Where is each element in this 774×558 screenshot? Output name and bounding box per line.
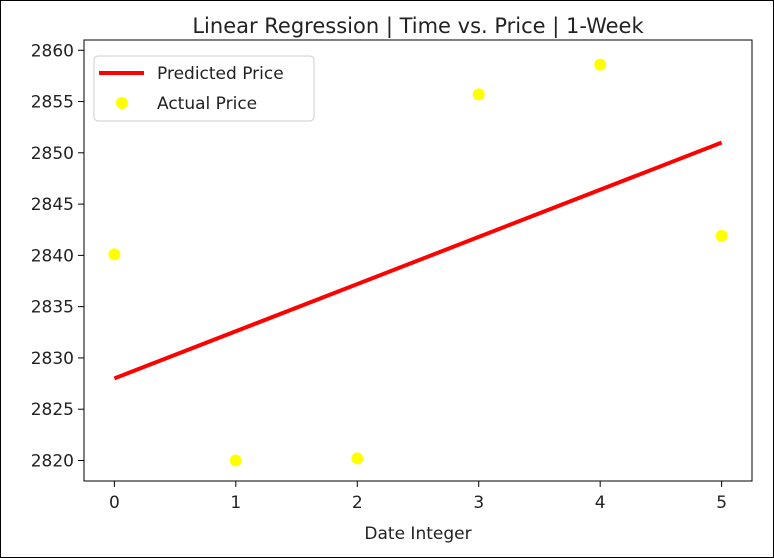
y-tick-label: 2855 bbox=[31, 93, 74, 113]
y-tick-label: 2825 bbox=[31, 400, 74, 420]
legend-marker-swatch bbox=[116, 97, 128, 109]
y-tick-label: 2850 bbox=[31, 144, 74, 164]
series-layer bbox=[108, 58, 728, 467]
y-tick-label: 2845 bbox=[31, 195, 74, 215]
legend: Predicted Price Actual Price bbox=[93, 55, 315, 122]
x-axis-label: Date Integer bbox=[364, 524, 471, 544]
x-tick-label: 3 bbox=[473, 493, 484, 513]
y-tick-label: 2820 bbox=[31, 451, 74, 471]
y-tick-label: 2830 bbox=[31, 349, 74, 369]
x-tick-label: 5 bbox=[716, 493, 727, 513]
x-tick-label: 0 bbox=[109, 493, 120, 513]
y-tick-label: 2840 bbox=[31, 246, 74, 266]
x-axis: 0 1 2 3 4 5 bbox=[109, 481, 727, 513]
legend-label: Predicted Price bbox=[157, 64, 284, 84]
x-tick-label: 1 bbox=[230, 493, 241, 513]
legend-box bbox=[93, 55, 315, 122]
actual-price-point bbox=[472, 88, 485, 101]
y-tick-label: 2835 bbox=[31, 298, 74, 318]
actual-price-point bbox=[351, 452, 364, 465]
actual-price-point bbox=[715, 229, 728, 242]
y-tick-label: 2860 bbox=[31, 41, 74, 61]
actual-price-point bbox=[229, 454, 242, 467]
x-tick-label: 2 bbox=[352, 493, 363, 513]
actual-price-point bbox=[108, 248, 121, 261]
actual-price-point bbox=[594, 58, 607, 71]
y-axis: 2820 2825 2830 2835 2840 2845 2850 2855 2860 bbox=[31, 41, 84, 471]
x-tick-label: 4 bbox=[595, 493, 606, 513]
predicted-price-line bbox=[113, 140, 723, 381]
chart-title: Linear Regression | Time vs. Price | 1-W… bbox=[192, 14, 644, 39]
legend-label: Actual Price bbox=[157, 94, 257, 114]
